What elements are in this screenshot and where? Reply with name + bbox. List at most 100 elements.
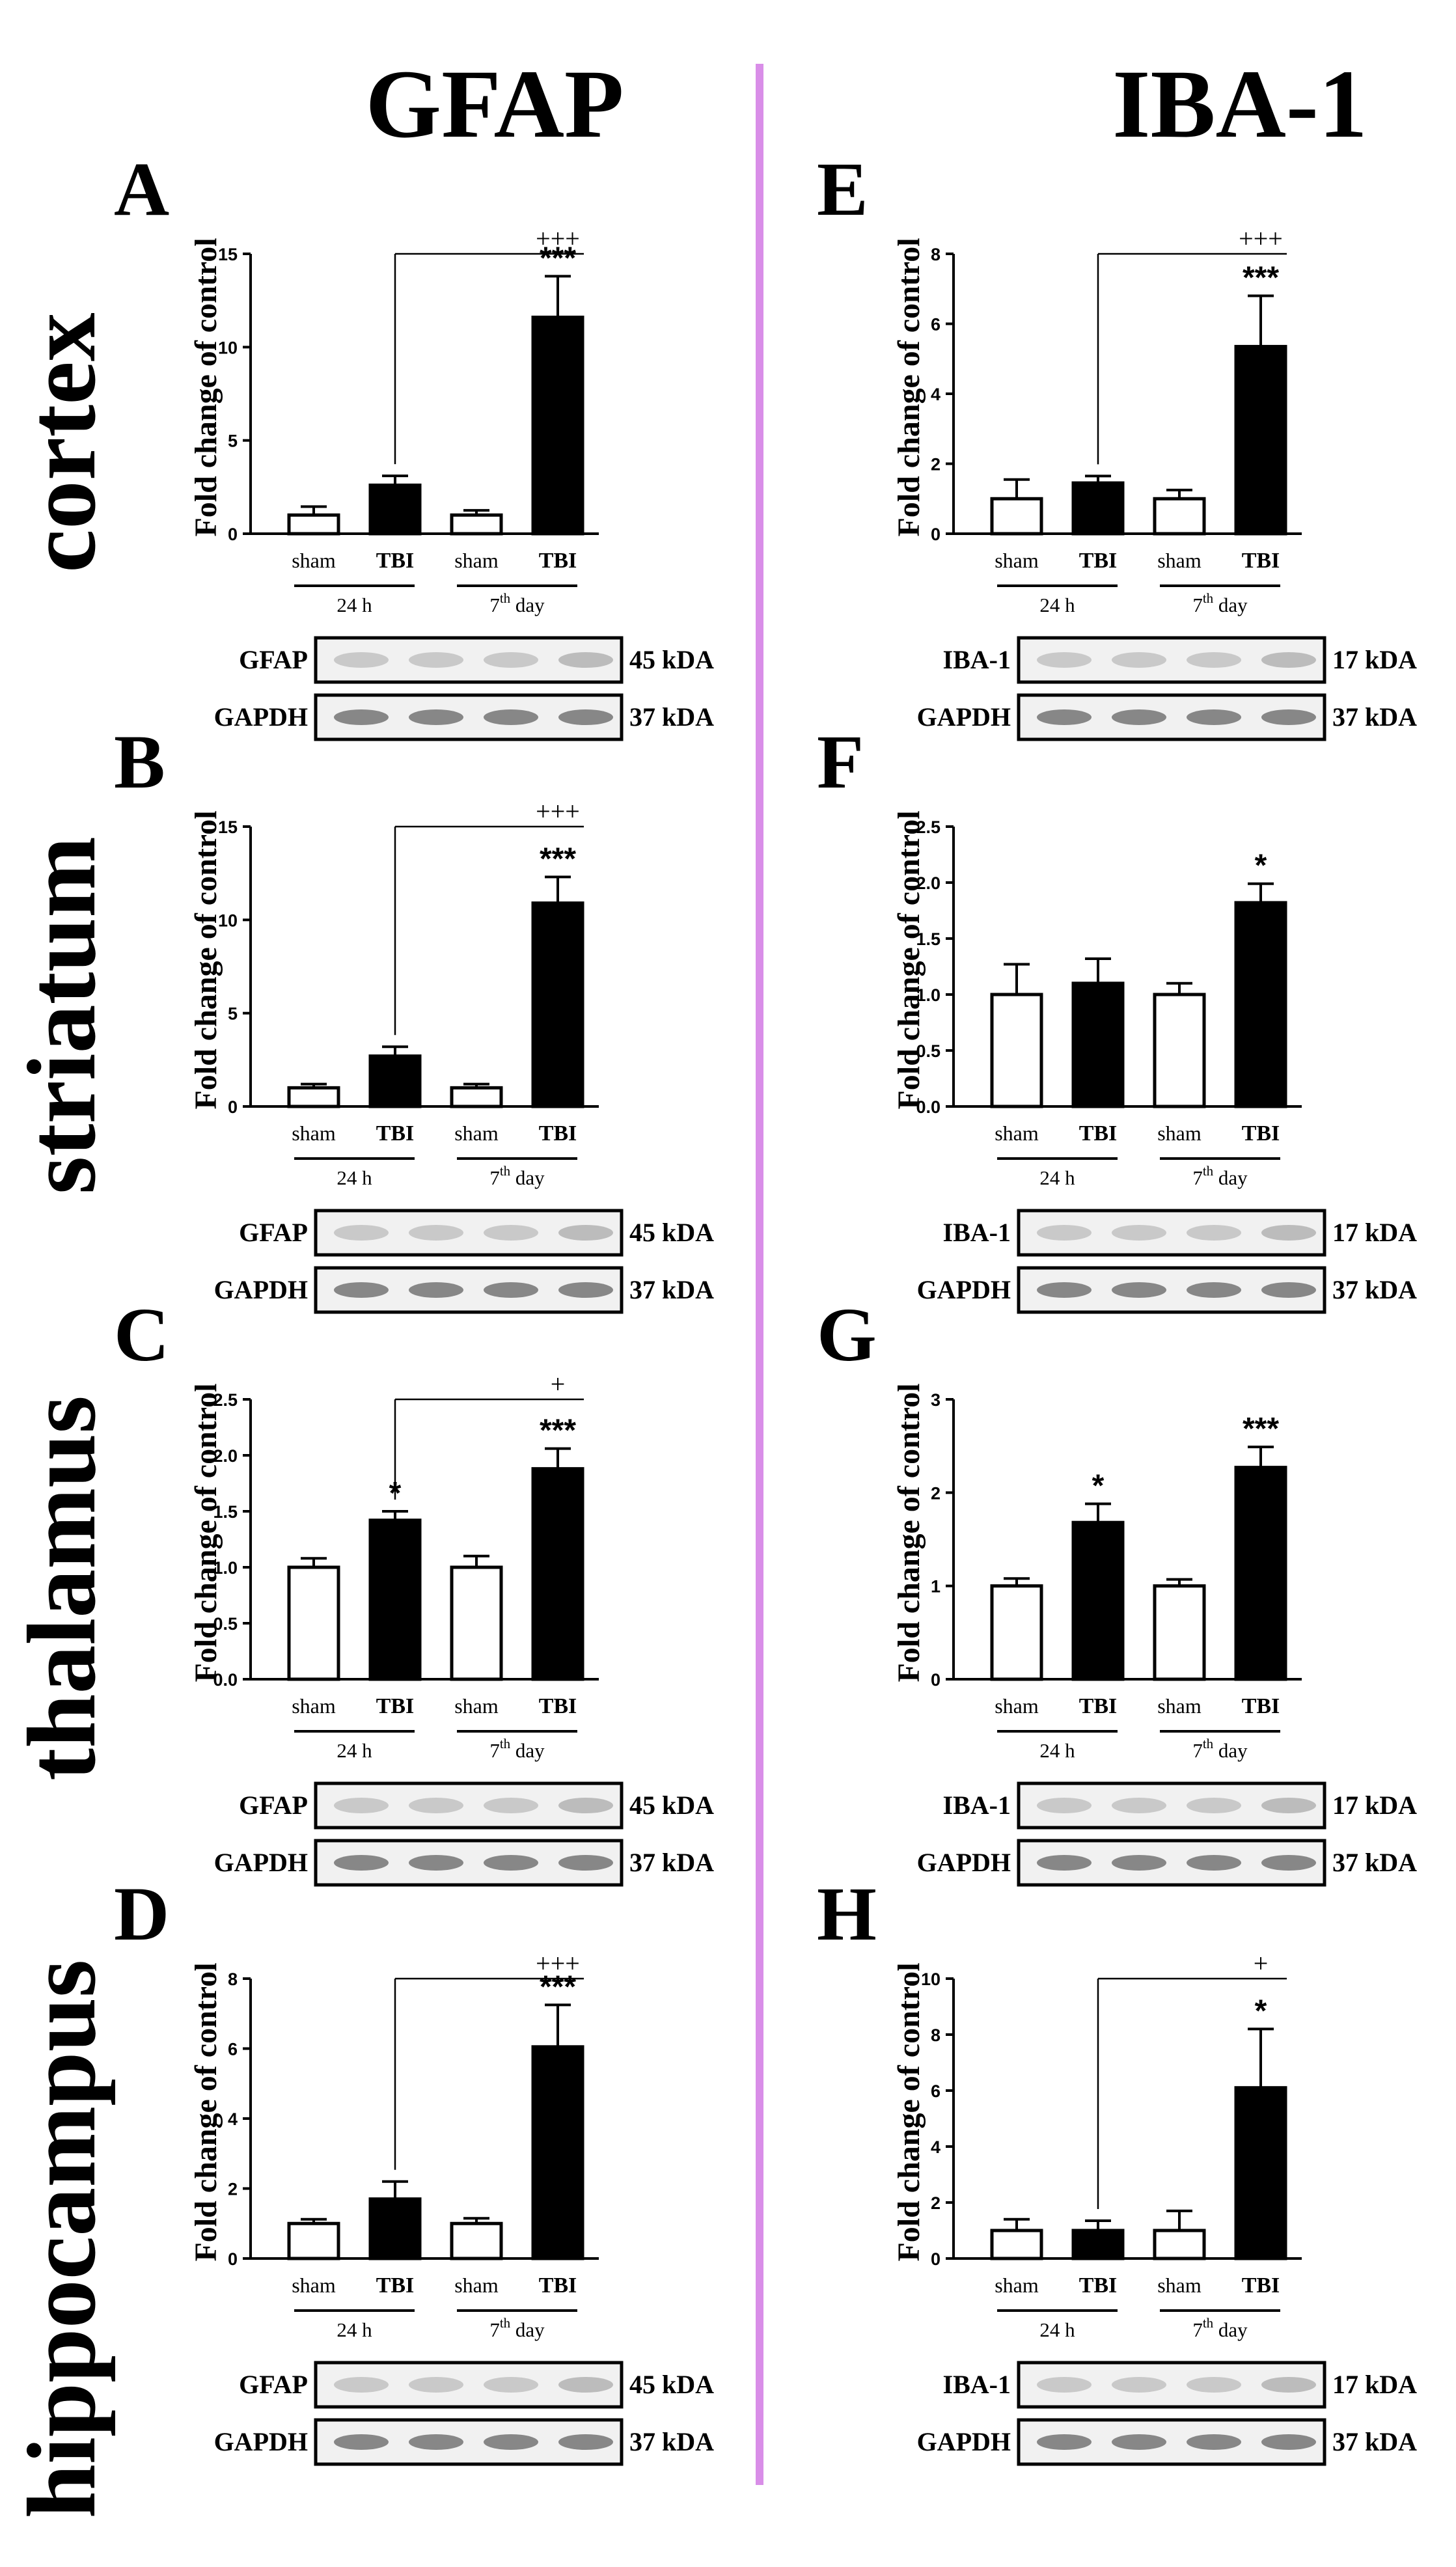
y-axis-label: Fold change of control [189, 810, 223, 1109]
blot-kda-label: 45 kDA [629, 645, 714, 674]
y-tick-label: 2 [931, 2193, 941, 2213]
significance-marker: *** [1243, 261, 1279, 295]
bar [287, 1086, 340, 1108]
blot-band [1037, 1282, 1092, 1298]
x-category-label: sham [454, 549, 499, 572]
bar [531, 901, 584, 1108]
blot-band [334, 2434, 389, 2450]
blot-band [484, 1282, 538, 1298]
blot-kda-label: 45 kDA [629, 1791, 714, 1820]
blot-protein-label: GFAP [239, 645, 308, 674]
y-tick-label: 1.0 [213, 1558, 238, 1578]
blot-band [334, 1225, 389, 1241]
y-axis-label: Fold change of control [189, 1383, 223, 1682]
bar [990, 497, 1043, 536]
group-label: 24 h [337, 1166, 372, 1189]
group-label: 24 h [337, 1739, 372, 1762]
bar [1071, 2229, 1125, 2260]
group-label-superscript: th [1203, 590, 1214, 606]
significance-marker: *** [540, 842, 576, 876]
bar [368, 1518, 422, 1681]
y-tick-label: 15 [218, 245, 238, 264]
blot-band [1261, 1798, 1316, 1813]
y-tick-label: 0 [228, 525, 238, 544]
panel-letter: E [817, 146, 868, 232]
blot-protein-label: GAPDH [917, 702, 1011, 732]
header-left: GFAP [365, 50, 624, 158]
x-category-label: TBI [376, 2273, 415, 2298]
x-category-label: TBI [1242, 1694, 1280, 1718]
blot-kda-label: 37 kDA [629, 1848, 714, 1877]
group-label: 24 h [1039, 2318, 1075, 2341]
x-category-label: TBI [539, 549, 577, 573]
group-label-suffix: day [510, 1166, 545, 1189]
group-label: 7th day [489, 590, 545, 616]
bar [990, 1584, 1043, 1681]
y-tick-label: 6 [931, 2081, 941, 2101]
region-label-striatum: striatum [8, 836, 116, 1194]
y-tick-label: 1 [931, 1577, 941, 1597]
y-tick-label: 3 [931, 1390, 941, 1410]
panel-letter: G [817, 1292, 877, 1377]
comparison-label: +++ [1239, 224, 1283, 253]
y-axis-label: Fold change of control [892, 1383, 926, 1682]
blot-kda-label: 17 kDA [1332, 1791, 1417, 1820]
significance-marker: * [1255, 849, 1267, 883]
y-tick-label: 2 [931, 455, 941, 474]
bar [450, 513, 503, 536]
group-label-suffix: day [510, 1739, 545, 1762]
region-label-thalamus: thalamus [8, 1395, 116, 1781]
blot-band [558, 1798, 613, 1813]
blot-band [1037, 652, 1092, 668]
blot-band [334, 1855, 389, 1871]
bar [1153, 2229, 1206, 2260]
blot-band [558, 1855, 613, 1871]
panel-letter: B [114, 719, 165, 804]
blot-kda-label: 37 kDA [629, 1275, 714, 1304]
x-category-label: sham [292, 549, 336, 572]
panel-h: H Fold change of control 0 2 4 6 8 10 sham TBI sha… [817, 1871, 1417, 2466]
y-tick-label: 2 [931, 1483, 941, 1503]
blot-band [1187, 2377, 1241, 2393]
blot-band [1037, 1855, 1092, 1871]
blot-band [1037, 1225, 1092, 1241]
blot-band [409, 1798, 463, 1813]
group-label-suffix: day [1213, 1166, 1248, 1189]
blot-protein-label: GFAP [239, 1218, 308, 1247]
blot-band [1112, 2377, 1166, 2393]
blot-kda-label: 37 kDA [1332, 1275, 1417, 1304]
y-axis-label: Fold change of control [189, 1962, 223, 2261]
group-label-suffix: day [1213, 2318, 1248, 2341]
blot-band [1112, 1798, 1166, 1813]
bar [368, 483, 422, 536]
significance-marker: * [1092, 1469, 1105, 1503]
y-tick-label: 8 [228, 1970, 238, 1989]
blot-band [1261, 1855, 1316, 1871]
y-tick-label: 2.5 [213, 1390, 238, 1410]
blot-protein-label: IBA-1 [943, 2370, 1011, 2399]
bar [287, 1565, 340, 1681]
x-category-label: TBI [1242, 549, 1280, 573]
x-category-label: sham [995, 2273, 1039, 2297]
blot-band [558, 1225, 613, 1241]
blot-protein-label: IBA-1 [943, 1218, 1011, 1247]
comparison-label: +++ [536, 1949, 580, 1978]
bar [450, 1086, 503, 1108]
x-category-label: sham [995, 1121, 1039, 1145]
x-category-label: sham [1157, 1121, 1202, 1145]
bar [287, 513, 340, 536]
bar [1153, 1584, 1206, 1681]
y-axis-label: Fold change of control [892, 810, 926, 1109]
panel-a: A Fold change of control 0 5 10 15 sham TBI sham… [114, 146, 714, 741]
blot-protein-label: GFAP [239, 2370, 308, 2399]
x-category-label: sham [292, 1694, 336, 1718]
x-category-label: sham [454, 1694, 499, 1718]
x-category-label: TBI [1079, 549, 1118, 573]
y-tick-label: 5 [228, 432, 238, 451]
y-tick-label: 4 [931, 2137, 941, 2157]
blot-band [409, 2434, 463, 2450]
blot-protein-label: GFAP [239, 1791, 308, 1820]
y-axis-label: Fold change of control [892, 238, 926, 536]
blot-protein-label: IBA-1 [943, 645, 1011, 674]
